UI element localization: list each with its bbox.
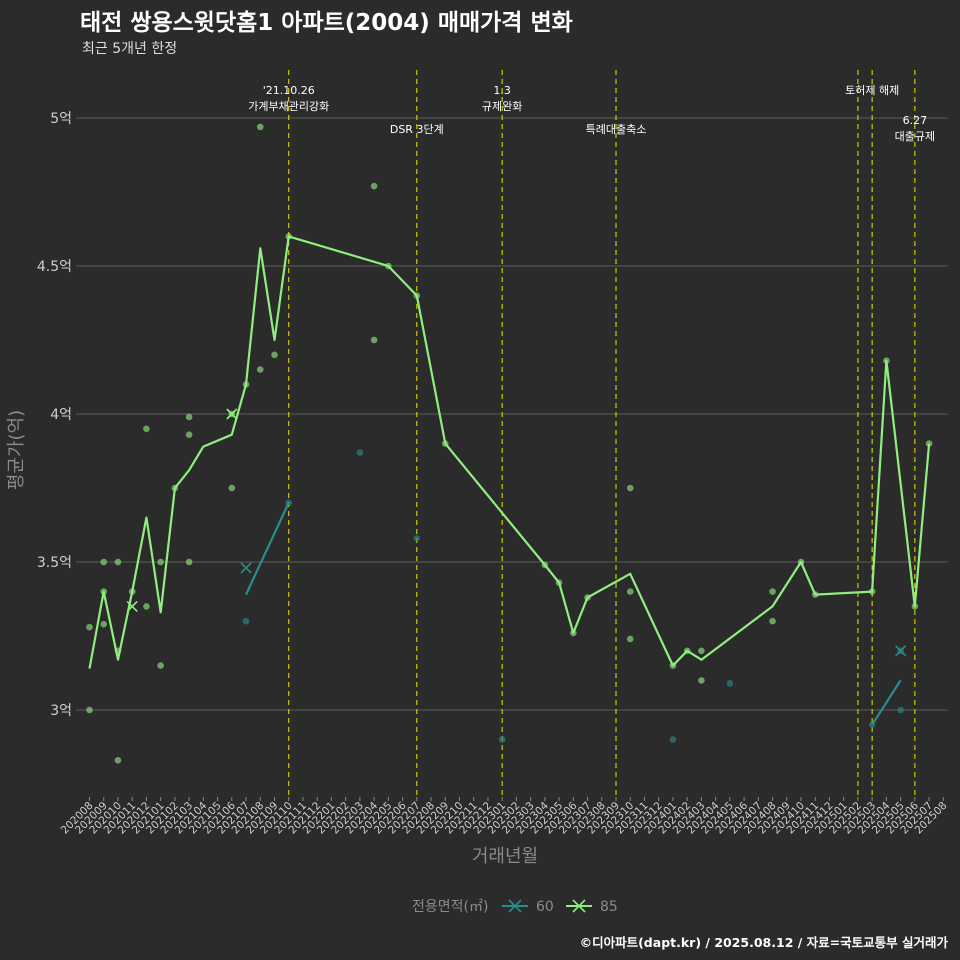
- data-point-85: [185, 413, 193, 421]
- data-point-85: [570, 629, 577, 637]
- chart-title: 태전 쌍용스윗닷홈1 아파트(2004) 매매가격 변화: [80, 10, 573, 36]
- data-point-60: [413, 535, 421, 542]
- data-point-85: [157, 662, 164, 669]
- data-point-85: [626, 635, 634, 643]
- y-tick-label: 3.5억: [37, 555, 72, 571]
- y-axis-label: 평균가(억): [6, 410, 27, 490]
- data-point-85: [868, 588, 876, 595]
- data-point-85: [370, 336, 378, 344]
- data-point-60: [498, 736, 506, 743]
- data-point-60: [285, 499, 293, 507]
- x-marker-stroke: [895, 645, 907, 657]
- event-label: 1.3: [493, 84, 511, 97]
- data-point-85: [100, 558, 108, 566]
- source-caption: ©디아파트(dapt.kr) / 2025.08.12 / 자료=국토교통부 실…: [580, 935, 949, 950]
- data-point-85: [114, 757, 122, 764]
- series-60: [240, 449, 907, 743]
- x-marker-stroke: [240, 562, 252, 574]
- x-marker-stroke: [126, 600, 138, 612]
- data-point-85: [86, 706, 93, 714]
- event-label: DSR 3단계: [390, 123, 444, 136]
- data-point-60: [726, 680, 734, 687]
- data-point-85: [911, 603, 919, 610]
- event-label: 규제완화: [482, 100, 522, 113]
- data-point-85: [271, 351, 278, 359]
- event-label: 6.27: [903, 114, 928, 127]
- data-point-85: [256, 366, 264, 373]
- data-point-85: [228, 484, 236, 492]
- chart-subtitle: 최근 5개년 한정: [82, 41, 177, 57]
- data-point-85: [171, 484, 179, 492]
- data-point-60: [669, 736, 677, 743]
- data-point-85: [114, 558, 122, 566]
- data-point-85: [185, 558, 193, 566]
- series-line-85: [88, 235, 931, 669]
- data-point-85: [925, 440, 933, 447]
- y-tick-label: 4.5억: [37, 259, 72, 275]
- legend-swatch-x: [572, 899, 586, 913]
- data-point-85: [441, 440, 449, 447]
- event-label: 대출규제: [895, 130, 935, 143]
- data-point-85: [128, 588, 136, 595]
- data-point-85: [285, 233, 293, 240]
- event-label: 토허제 해제: [845, 83, 899, 97]
- series-85: [86, 123, 933, 764]
- data-point-85: [157, 558, 164, 566]
- legend: 전용면적(㎡) 60 85: [412, 899, 618, 915]
- data-point-60: [242, 617, 250, 625]
- y-tick-label: 5억: [50, 111, 72, 127]
- data-point-85: [100, 620, 108, 628]
- data-point-85: [256, 123, 264, 131]
- data-point-85: [370, 182, 378, 190]
- data-point-85: [626, 484, 634, 492]
- series-line-60: [871, 679, 902, 726]
- data-point-85: [811, 591, 819, 598]
- legend-item-85: 85: [566, 899, 618, 915]
- data-point-85: [769, 617, 776, 625]
- data-point-85: [100, 588, 108, 595]
- data-point-85: [541, 561, 549, 569]
- legend-label: 85: [600, 899, 618, 915]
- data-point-85: [698, 677, 705, 684]
- event-label: 가계부채관리강화: [248, 100, 329, 113]
- data-point-85: [413, 292, 421, 299]
- data-point-85: [797, 558, 805, 566]
- data-point-85: [698, 647, 705, 655]
- x-axis-label: 거래년월: [472, 846, 538, 867]
- data-point-85: [143, 425, 150, 433]
- data-point-85: [143, 603, 150, 610]
- event-label: 특례대출축소: [586, 123, 647, 136]
- data-point-60: [356, 449, 364, 456]
- x-marker-85: [226, 408, 238, 420]
- data-point-85: [242, 381, 250, 388]
- data-point-85: [883, 357, 890, 365]
- legend-label: 60: [536, 899, 554, 915]
- x-marker-60: [895, 645, 907, 657]
- data-point-85: [185, 431, 193, 439]
- x-marker-85: [126, 600, 138, 612]
- data-point-85: [584, 594, 591, 601]
- data-point-85: [114, 647, 122, 655]
- legend-title: 전용면적(㎡): [412, 899, 488, 915]
- data-point-85: [669, 662, 677, 669]
- x-marker-60: [240, 562, 252, 574]
- y-tick-label: 3억: [50, 703, 72, 719]
- data-point-60: [868, 721, 876, 729]
- data-point-85: [683, 647, 691, 655]
- event-label: '21.10.26: [263, 84, 315, 97]
- legend-swatch-x: [508, 899, 522, 913]
- data-point-85: [385, 262, 392, 270]
- data-point-60: [897, 706, 904, 714]
- series-line-60: [245, 502, 290, 596]
- plot-area: 3억3.5억4억4.5억5억20200820200920201020201120…: [37, 70, 949, 836]
- legend-item-60: 60: [502, 899, 554, 915]
- y-tick-label: 4억: [50, 407, 72, 423]
- x-marker-stroke: [226, 408, 238, 420]
- data-point-85: [86, 623, 93, 631]
- data-point-85: [626, 588, 634, 595]
- data-point-85: [555, 579, 563, 587]
- data-point-85: [769, 588, 776, 595]
